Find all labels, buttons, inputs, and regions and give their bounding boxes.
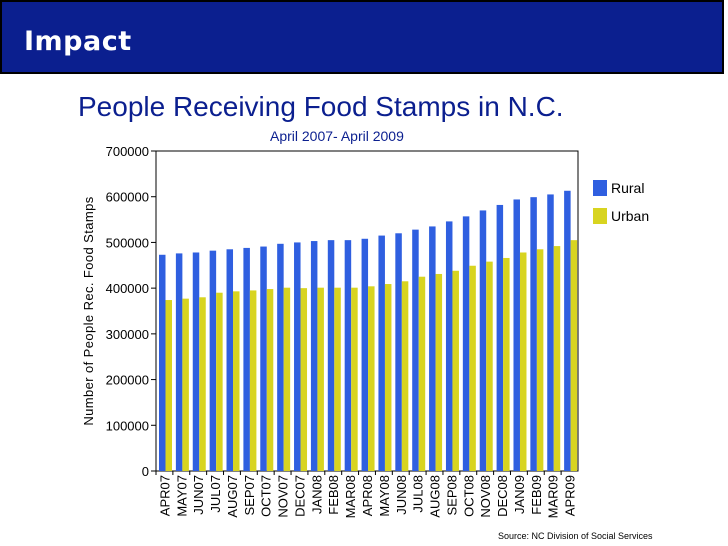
legend-label-rural: Rural — [611, 180, 644, 196]
y-axis-label: Number of People Rec. Food Stamps — [81, 196, 96, 425]
bar-urban — [283, 287, 291, 471]
bar-urban — [165, 300, 172, 471]
y-tick-label: 600000 — [106, 190, 149, 205]
bar-rural — [260, 246, 267, 471]
x-tick-label: JUL07 — [208, 475, 223, 513]
x-tick-label: AUG07 — [225, 475, 240, 518]
bar-rural — [479, 210, 487, 471]
bar-urban — [401, 281, 409, 471]
bar-rural — [209, 250, 217, 471]
y-tick-label: 300000 — [106, 327, 149, 342]
header-title: Impact — [24, 26, 132, 57]
x-tick-label: MAY07 — [174, 475, 189, 517]
bar-rural — [344, 240, 352, 471]
chart-title: People Receiving Food Stamps in N.C. — [78, 91, 564, 122]
x-tick-label: JUL08 — [411, 475, 426, 513]
bar-urban — [553, 246, 561, 471]
bar-urban — [486, 261, 493, 471]
legend-swatch-urban — [593, 208, 607, 224]
x-tick-label: NOV08 — [478, 475, 493, 518]
bar-urban — [570, 240, 578, 471]
chart-subtitle: April 2007- April 2009 — [270, 128, 404, 144]
bar-rural — [310, 241, 318, 471]
bar-rural — [547, 194, 554, 471]
x-tick-label: APR07 — [157, 475, 172, 516]
x-tick-label: AUG08 — [428, 475, 443, 518]
y-tick-label: 200000 — [106, 373, 149, 388]
bar-rural — [226, 249, 234, 471]
x-tick-label: MAR08 — [343, 475, 358, 518]
x-tick-label: FEB09 — [529, 475, 544, 515]
x-tick-label: MAY08 — [377, 475, 392, 517]
bar-rural — [462, 216, 470, 471]
x-tick-label: SEP07 — [242, 475, 257, 515]
bar-rural — [243, 247, 250, 471]
legend-swatch-rural — [593, 180, 607, 196]
bar-rural — [445, 221, 453, 471]
bar-rural — [429, 226, 436, 471]
x-tick-label: MAR09 — [546, 475, 561, 518]
bar-rural — [496, 204, 504, 471]
bar-urban — [418, 276, 426, 471]
source-note: Source: NC Division of Social Services — [498, 531, 653, 541]
bar-rural — [412, 229, 419, 471]
x-tick-label: JUN07 — [191, 475, 206, 515]
bar-urban — [536, 249, 544, 471]
bar-urban — [233, 291, 240, 471]
bar-rural — [277, 243, 284, 471]
bar-urban — [334, 287, 341, 471]
bar-urban — [503, 257, 510, 471]
bar-urban — [317, 287, 324, 471]
x-tick-label: DEC07 — [292, 475, 307, 517]
bar-rural — [192, 252, 200, 471]
x-tick-label: DEC08 — [495, 475, 510, 517]
y-tick-label: 0 — [142, 464, 149, 479]
bar-urban — [435, 273, 443, 471]
x-tick-label: APR08 — [360, 475, 375, 516]
bar-rural — [564, 190, 571, 471]
bar-rural — [530, 197, 537, 471]
bar-urban — [469, 265, 476, 471]
bar-urban — [384, 284, 392, 471]
y-tick-label: 500000 — [106, 235, 149, 250]
x-tick-label: APR09 — [563, 475, 578, 516]
header-banner: Impact — [0, 0, 724, 74]
x-tick-label: JAN08 — [309, 475, 324, 514]
y-tick-label: 400000 — [106, 281, 149, 296]
bar-urban — [351, 287, 358, 471]
x-tick-label: FEB08 — [326, 475, 341, 515]
bar-rural — [395, 233, 402, 471]
bar-rural — [294, 242, 301, 471]
x-tick-label: OCT08 — [461, 475, 476, 517]
x-tick-label: JUN08 — [394, 475, 409, 515]
bar-urban — [368, 286, 375, 471]
bar-urban — [300, 288, 308, 471]
x-tick-label: SEP08 — [444, 475, 459, 515]
bar-rural — [159, 254, 166, 471]
bar-urban — [182, 298, 189, 471]
y-tick-label: 700000 — [106, 144, 149, 159]
bar-urban — [519, 252, 527, 471]
x-tick-label: JAN09 — [512, 475, 527, 514]
y-tick-label: 100000 — [106, 418, 149, 433]
bar-rural — [175, 253, 183, 471]
bar-rural — [378, 235, 385, 471]
bar-rural — [327, 240, 335, 471]
bar-rural — [513, 199, 520, 471]
bar-rural — [361, 238, 369, 471]
legend-label-urban: Urban — [611, 208, 649, 224]
bar-urban — [249, 290, 257, 471]
x-tick-label: NOV07 — [276, 475, 291, 518]
bar-urban — [199, 297, 206, 471]
bar-urban — [266, 289, 274, 471]
bar-urban — [216, 292, 223, 471]
bar-urban — [452, 270, 459, 471]
x-tick-label: OCT07 — [259, 475, 274, 517]
